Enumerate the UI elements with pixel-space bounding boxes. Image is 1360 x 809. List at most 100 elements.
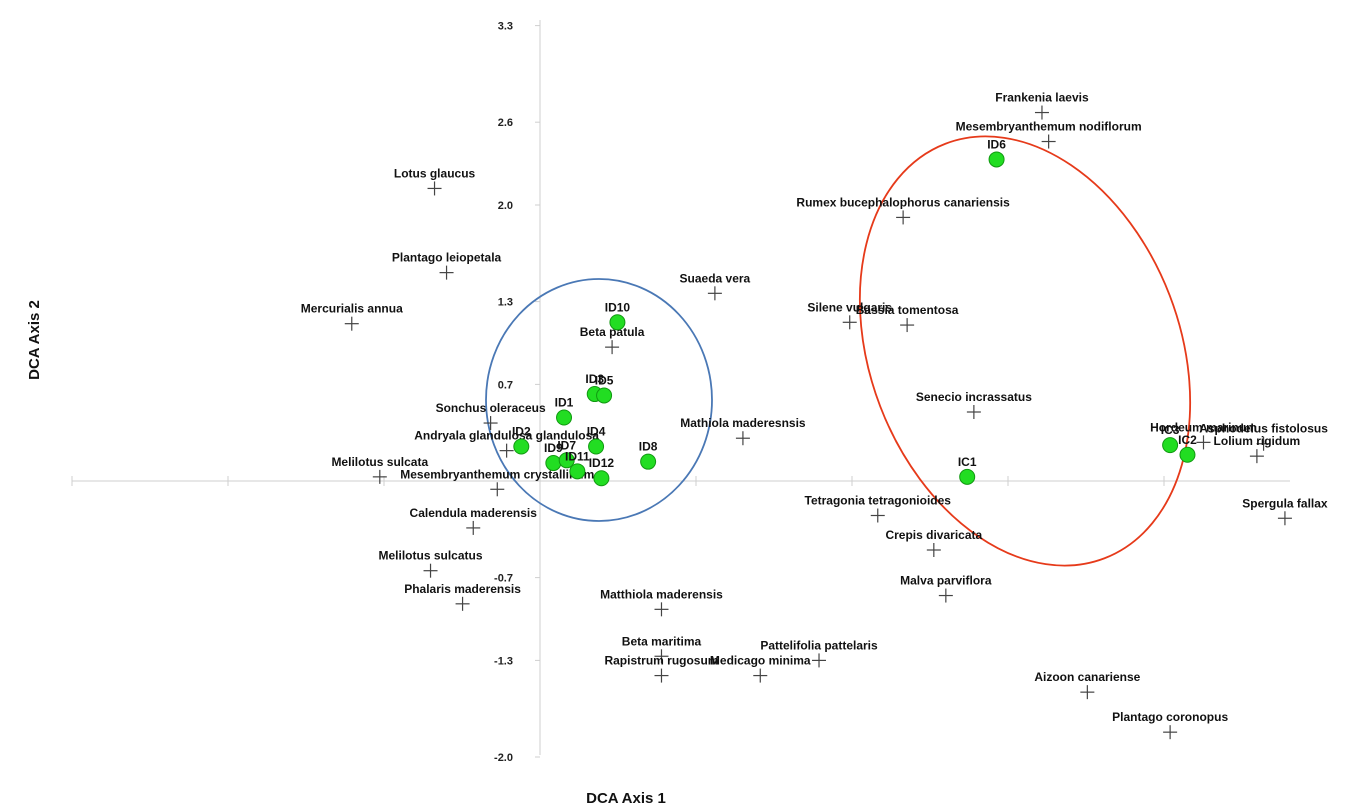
- species-label: Mesembryanthemum nodiflorum: [956, 120, 1142, 134]
- species-marker: [900, 318, 915, 333]
- species-label: Rapistrum rugosum: [604, 654, 718, 668]
- y-tick-label: -1.3: [494, 655, 513, 667]
- x-axis-title: DCA Axis 1: [586, 790, 666, 807]
- species-label: Phalaris maderensis: [404, 582, 521, 596]
- y-tick-label: 2.0: [498, 200, 513, 212]
- x-ticks: [71, 476, 1165, 486]
- site-marker: [988, 151, 1005, 168]
- y-axis-title: DCA Axis 2: [26, 300, 43, 380]
- species-marker: [1256, 436, 1271, 451]
- species-marker: [490, 482, 505, 497]
- species-marker: [870, 508, 885, 523]
- site-label: IC2: [1178, 433, 1197, 447]
- site-marker: [513, 438, 530, 455]
- y-tick-label: 0.7: [498, 379, 513, 391]
- species-marker: [1277, 511, 1292, 526]
- site-marker: [640, 453, 657, 470]
- species-marker: [344, 316, 359, 331]
- species-label: Plantago coronopus: [1112, 710, 1228, 724]
- species-marker: [427, 181, 442, 196]
- site-marker: [959, 468, 976, 485]
- site-marker: [609, 314, 626, 331]
- species-label: Bassia tomentosa: [856, 303, 959, 317]
- y-tick-label: -2.0: [494, 752, 513, 764]
- species-marker: [1249, 449, 1264, 464]
- species-marker: [654, 668, 669, 683]
- species-marker: [1041, 134, 1056, 149]
- species-marker: [483, 416, 498, 431]
- species-label: Melilotus sulcata: [331, 455, 428, 469]
- species-marker: [707, 286, 722, 301]
- site-label: ID9: [544, 441, 563, 455]
- species-marker: [926, 543, 941, 557]
- site-marker: [556, 409, 573, 426]
- species-label: Andryala glandulosa glandulosa: [414, 429, 599, 443]
- site-label: ID12: [589, 456, 615, 470]
- y-tick-label: 1.3: [498, 297, 513, 309]
- species-label: Tetragonia tetragonioides: [805, 494, 952, 508]
- species-label: Rumex bucephalophorus canariensis: [796, 195, 1010, 209]
- species-label: Mesembryanthemum crystallinum: [400, 467, 594, 481]
- y-tick-label: 2.6: [498, 117, 513, 129]
- species-marker: [455, 596, 470, 611]
- species-marker: [439, 265, 454, 280]
- species-label: Suaeda vera: [680, 271, 751, 285]
- species-marker: [654, 649, 669, 664]
- species-label: Pattelifolia pattelaris: [760, 638, 878, 652]
- site-marker: [596, 387, 613, 404]
- site-marker: [593, 470, 610, 487]
- species-label: Lotus glaucus: [394, 166, 476, 180]
- species-label: Plantago leiopetala: [392, 251, 502, 265]
- species-label: Hordeum marinum: [1150, 420, 1257, 434]
- species-marker: [499, 443, 514, 458]
- species-label: Frankenia laevis: [995, 91, 1089, 105]
- species-marker: [753, 668, 768, 683]
- site-label: ID8: [639, 440, 658, 454]
- site-label: ID10: [605, 300, 631, 314]
- species-marker: [735, 431, 750, 446]
- species-marker: [372, 469, 387, 484]
- site-label: ID5: [595, 373, 614, 387]
- species-label: Beta patula: [580, 325, 645, 339]
- site-marker: [588, 438, 605, 455]
- site-label: IC3: [1161, 423, 1180, 437]
- species-marker: [896, 210, 911, 225]
- site-marker: [1162, 437, 1179, 454]
- species-label: Melilotus sulcatus: [379, 549, 483, 563]
- species-marker: [466, 520, 481, 535]
- species-label: Lolium rigidum: [1214, 434, 1301, 448]
- red-group-ellipse: [858, 135, 1192, 567]
- site-label: IC1: [958, 455, 977, 469]
- y-ticks: 3.3 2.6 2.0 1.3 0.7 -0.7 -1.3 -2.0: [494, 21, 540, 764]
- site-label: ID1: [555, 396, 574, 410]
- species-marker: [966, 405, 981, 419]
- species-marker: [1034, 105, 1049, 120]
- species-label: Mercurialis annua: [301, 302, 403, 316]
- species-label: Asphodelus fistolosus: [1199, 422, 1328, 436]
- site-label: ID7: [557, 438, 576, 452]
- site-label: ID4: [587, 425, 606, 439]
- species-marker: [1163, 725, 1178, 740]
- species-label: Malva parviflora: [900, 574, 992, 588]
- y-tick-label: -0.7: [494, 573, 513, 585]
- species-marker: [1080, 685, 1095, 700]
- species-marker: [605, 340, 620, 355]
- species-marker: [812, 653, 827, 668]
- species-label: Matthiola maderensis: [600, 587, 723, 601]
- species-label: Sonchus oleraceus: [436, 401, 546, 415]
- site-label: ID3: [585, 372, 604, 386]
- site-label: ID2: [512, 425, 531, 439]
- site-marker: [545, 455, 562, 472]
- species-label: Silene vulgaris: [807, 300, 892, 314]
- x-axis: [71, 476, 1290, 486]
- species-label: Spergula fallax: [1242, 496, 1328, 510]
- species-label: Crepis divaricata: [885, 528, 982, 542]
- y-axis: 3.3 2.6 2.0 1.3 0.7 -0.7 -1.3 -2.0: [494, 20, 541, 764]
- blue-group-ellipse: [485, 278, 713, 522]
- site-marker: [558, 452, 575, 469]
- y-tick-label: 3.3: [498, 21, 513, 33]
- species-marker: [842, 315, 857, 330]
- species-label: Senecio incrassatus: [916, 390, 1032, 404]
